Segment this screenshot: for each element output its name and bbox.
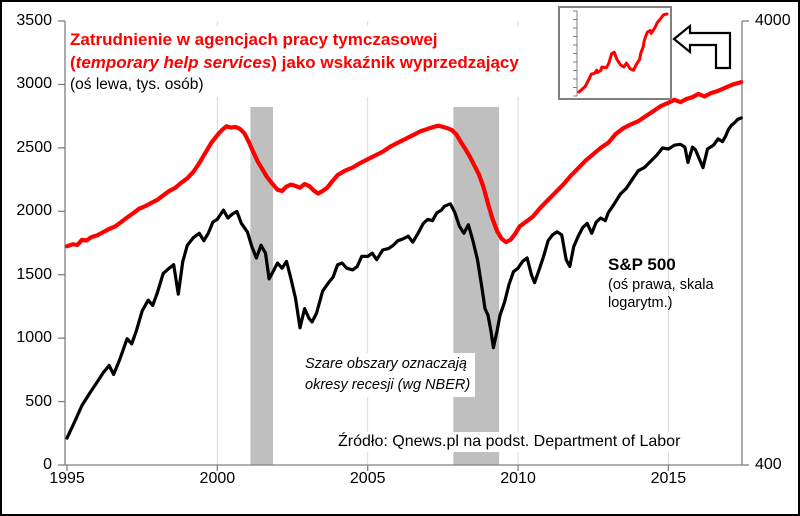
chart-title: Zatrudnienie w agencjach pracy tymczasow… [68, 26, 525, 97]
sp500-series-line [65, 116, 743, 440]
source-caption: Źródło: Qnews.pl na podst. Department of… [332, 432, 687, 452]
x-tick-label-2000: 2000 [199, 470, 236, 487]
recession-annotation: Szare obszary oznaczają okresy recesji (… [300, 353, 476, 397]
y-left-tick-label-1500: 1500 [16, 265, 52, 283]
x-tick-label-1995: 1995 [49, 470, 85, 487]
y-right-tick-label-400: 400 [755, 456, 782, 473]
recession-band-1 [250, 107, 273, 465]
right-axis-caption-line2: logarytm.) [608, 295, 673, 311]
chart-title-line2-italic: temporary help services [75, 53, 272, 72]
inset-chart-canvas [573, 10, 669, 97]
y-left-tick-label-3500: 3500 [16, 12, 52, 29]
sp500-label-text: S&P 500 [608, 255, 676, 274]
chart-title-line2-suffix: ) jako wskaźnik wyprzedzający [271, 53, 519, 72]
recession-annotation-line1: Szare obszary oznaczają [305, 356, 467, 372]
y-left-tick-label-1000: 1000 [16, 329, 52, 347]
x-tick-label-2015: 2015 [650, 470, 687, 487]
y-left-tick-label-2500: 2500 [16, 138, 52, 156]
sp500-series-label: S&P 500 (oś prawa, skala logarytm.) [608, 254, 714, 312]
chart-title-line2-prefix: ( [70, 53, 76, 72]
inset-pointer-arrow-icon [672, 23, 732, 70]
x-tick-label-2010: 2010 [500, 470, 536, 487]
recession-annotation-line2: okresy recesji (wg NBER) [305, 377, 471, 393]
y-left-tick-label-3000: 3000 [16, 75, 52, 93]
y-left-tick-label-2000: 2000 [16, 202, 52, 220]
y-right-tick-label-4000: 4000 [755, 12, 791, 29]
y-left-tick-label-0: 0 [43, 456, 52, 473]
inset-mini-chart [558, 6, 672, 100]
y-left-tick-label-500: 500 [25, 392, 52, 410]
recession-band-2 [453, 107, 500, 465]
right-axis-caption-line1: (oś prawa, skala [608, 277, 714, 293]
chart-title-line1: Zatrudnienie w agencjach pracy tymczasow… [70, 30, 438, 49]
left-axis-caption: (oś lewa, tys. osób) [70, 76, 204, 93]
x-tick-label-2005: 2005 [349, 470, 386, 487]
chart-title-line2: (temporary help services) jako wskaźnik … [70, 51, 519, 74]
temp-help-series-line [64, 80, 744, 249]
inset-series-line [577, 12, 669, 94]
